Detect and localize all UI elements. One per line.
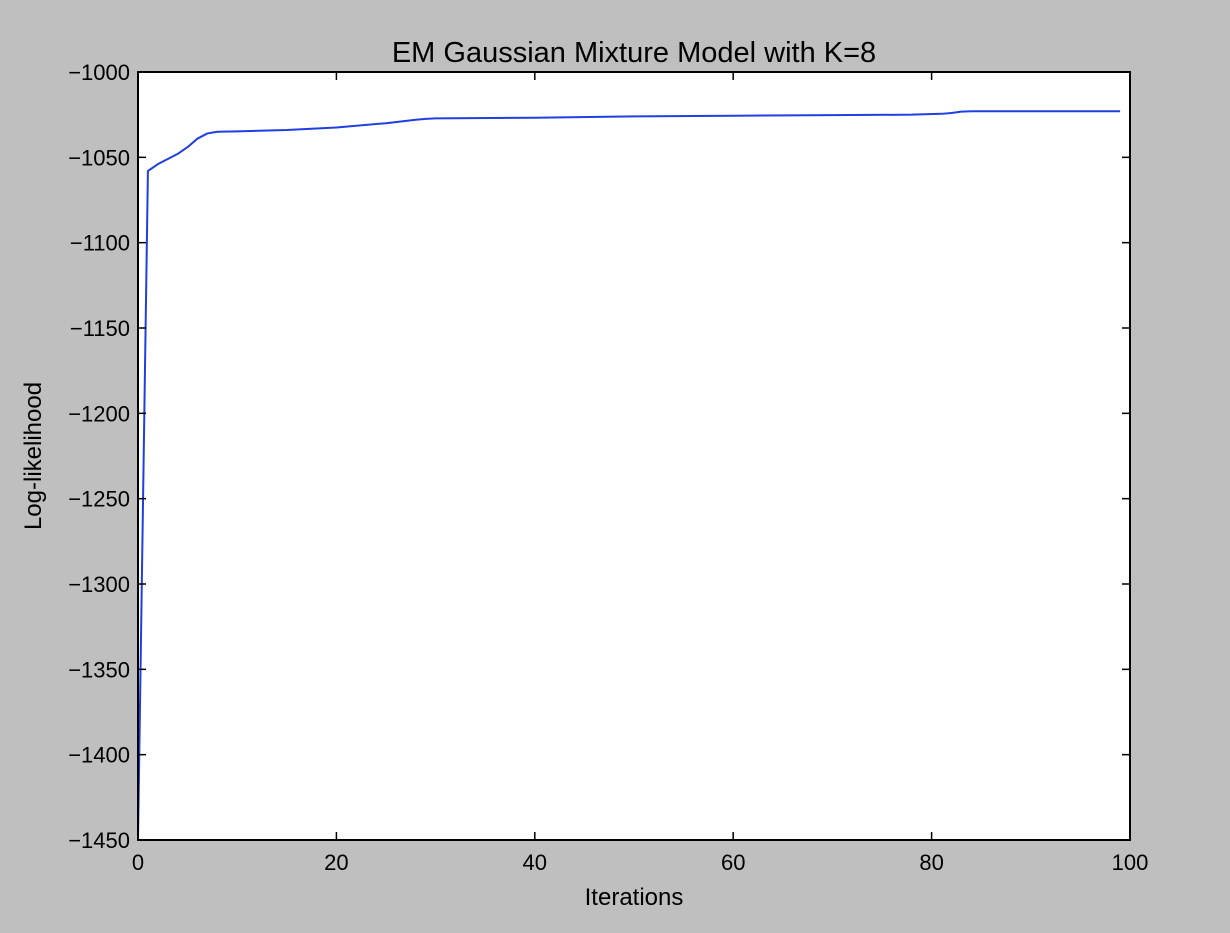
y-axis-label: Log-likelihood	[20, 382, 47, 530]
y-tick-label: −1150	[70, 316, 130, 341]
y-tick-label: −1350	[68, 657, 130, 682]
ticks-layer: 0 20 40 60 80 100 −1000 −1050 −1100 −1150 −1200 −12…	[68, 60, 1148, 875]
plot-frame	[137, 71, 1131, 841]
plot-area	[138, 72, 1130, 840]
y-tick-label: −1050	[68, 145, 130, 170]
x-tick-label: 80	[919, 850, 943, 875]
series-line-0	[137, 110, 1121, 841]
y-tick-label: −1200	[68, 401, 130, 426]
x-tick-label: 40	[523, 850, 547, 875]
y-tick-label: −1100	[70, 231, 130, 256]
x-tick-label: 60	[721, 850, 745, 875]
y-tick-label: −1000	[68, 60, 130, 85]
y-tick-label: −1250	[68, 487, 130, 512]
y-tick-label: −1450	[68, 828, 130, 853]
series-layer	[137, 110, 1121, 841]
y-tick-label: −1400	[68, 743, 130, 768]
x-tick-label: 20	[324, 850, 348, 875]
x-tick-label: 100	[1112, 850, 1149, 875]
x-tick-label: 0	[132, 850, 144, 875]
y-tick-label: −1300	[68, 572, 130, 597]
chart-title: EM Gaussian Mixture Model with K=8	[392, 37, 876, 69]
x-axis-label: Iterations	[585, 884, 684, 911]
